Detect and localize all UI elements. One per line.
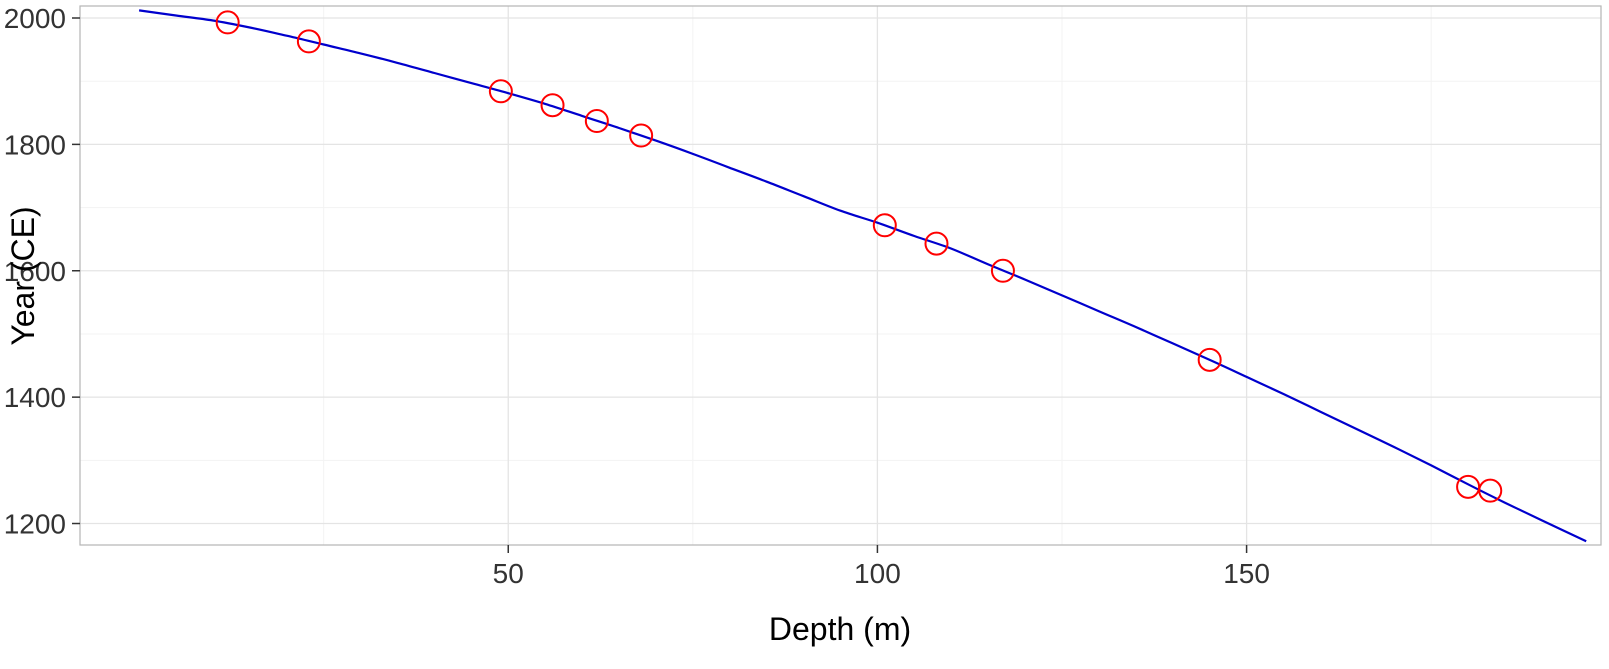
panel-border [79, 5, 1602, 546]
data-point [540, 93, 565, 118]
y-tick-label: 1600 [4, 256, 66, 287]
data-point [296, 29, 321, 54]
x-axis-title: Depth (m) [769, 611, 911, 647]
data-point [1478, 478, 1503, 503]
minor-gridlines [80, 6, 1601, 545]
x-tick-labels: 50 100 150 [493, 558, 1270, 589]
y-tick-label: 2000 [4, 3, 66, 34]
y-tick-label: 1400 [4, 382, 66, 413]
data-point [872, 213, 897, 238]
data-point [584, 109, 609, 134]
age-depth-curve [138, 9, 1587, 543]
x-tick-label: 50 [493, 558, 524, 589]
data-points [215, 10, 1503, 503]
data-point [488, 79, 513, 104]
axis-ticks [72, 17, 1248, 553]
data-point [1197, 347, 1222, 372]
data-point [1456, 474, 1481, 499]
x-tick-label: 150 [1223, 558, 1270, 589]
data-point [215, 10, 240, 35]
data-point [990, 258, 1015, 283]
y-tick-label: 1200 [4, 509, 66, 540]
major-gridlines [80, 6, 1601, 545]
y-tick-label: 1800 [4, 129, 66, 160]
x-tick-label: 100 [854, 558, 901, 589]
data-point [629, 123, 654, 148]
data-point [924, 231, 949, 256]
y-tick-labels: 1200 1400 1600 1800 2000 [4, 3, 66, 540]
y-axis-title: Year (CE) [5, 206, 41, 345]
